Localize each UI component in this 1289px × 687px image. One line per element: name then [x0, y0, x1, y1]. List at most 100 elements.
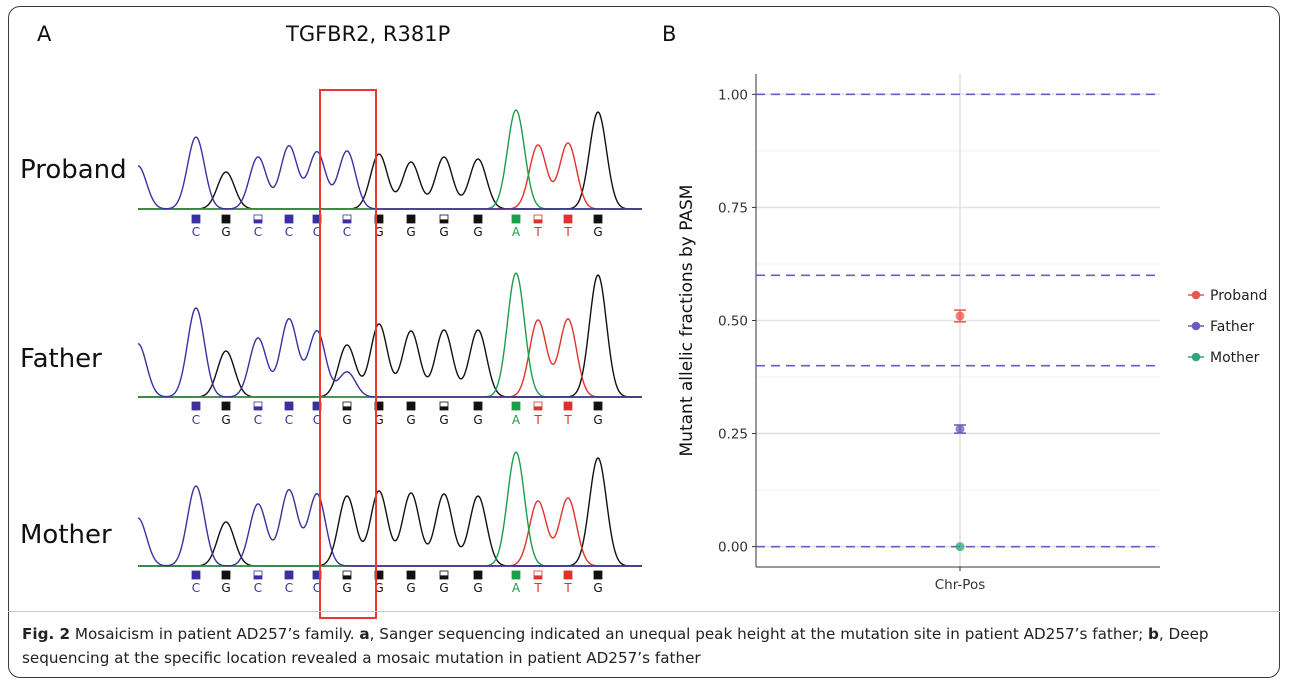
base-call: C	[285, 413, 293, 427]
quality-bar	[222, 402, 230, 410]
base-call: G	[406, 581, 415, 595]
data-point-mother	[955, 542, 965, 552]
base-call: C	[192, 413, 200, 427]
quality-bar	[512, 571, 520, 579]
base-call: T	[533, 225, 542, 239]
base-call: G	[374, 581, 383, 595]
row-label-mother: Mother	[20, 520, 112, 550]
quality-bar	[222, 215, 230, 223]
trace-C	[137, 307, 642, 398]
quality-bar	[474, 215, 482, 223]
quality-bar	[440, 219, 448, 223]
caption-divider	[8, 611, 1280, 612]
caption-ref-a: a	[359, 625, 370, 643]
base-call: C	[254, 225, 262, 239]
base-call: C	[313, 581, 321, 595]
quality-bar	[285, 215, 293, 223]
quality-bar	[407, 215, 415, 223]
base-call: C	[313, 413, 321, 427]
base-call: C	[192, 581, 200, 595]
x-tick-label: Chr-Pos	[935, 577, 986, 593]
base-call: C	[254, 413, 262, 427]
quality-bar	[534, 575, 542, 579]
base-call: G	[342, 413, 351, 427]
figure-frame	[8, 6, 1280, 678]
base-call: G	[406, 413, 415, 427]
row-label-proband: Proband	[20, 155, 127, 185]
quality-bar	[222, 571, 230, 579]
quality-bar	[313, 402, 321, 410]
base-call: C	[254, 581, 262, 595]
base-call: G	[342, 581, 351, 595]
quality-bar	[512, 215, 520, 223]
quality-bar	[313, 215, 321, 223]
y-tick-label: 0.75	[718, 200, 748, 216]
base-call: A	[512, 413, 521, 427]
legend-label: Proband	[1210, 288, 1267, 304]
legend-key-proband	[1191, 290, 1201, 300]
legend-key-mother	[1191, 352, 1201, 362]
panel-b-label: B	[662, 22, 677, 46]
base-call: T	[563, 413, 572, 427]
y-tick-label: 1.00	[718, 87, 748, 103]
quality-bar	[534, 219, 542, 223]
caption-text-3: , Deep sequencing at the specific locati…	[22, 625, 1209, 667]
quality-bar	[375, 215, 383, 223]
y-tick-label: 0.50	[718, 314, 748, 330]
y-axis-label: Mutant allelic fractions by PASM	[677, 185, 697, 457]
quality-bar	[192, 571, 200, 579]
base-call: G	[439, 225, 448, 239]
panel-a-label: A	[37, 22, 52, 46]
quality-bar	[474, 571, 482, 579]
caption-text-1: Mosaicism in patient AD257’s family.	[70, 625, 360, 643]
mutation-site-box	[319, 89, 377, 619]
quality-bar	[564, 215, 572, 223]
base-call: G	[473, 581, 482, 595]
caption-text-2: , Sanger sequencing indicated an unequal…	[369, 625, 1149, 643]
base-call: T	[563, 581, 572, 595]
quality-bar	[594, 571, 602, 579]
quality-bar	[343, 219, 351, 223]
figure-caption: Fig. 2 Mosaicism in patient AD257’s fami…	[22, 622, 1262, 670]
base-call: G	[593, 413, 602, 427]
quality-bar	[564, 571, 572, 579]
base-call: C	[192, 225, 200, 239]
base-call: G	[221, 581, 230, 595]
quality-bar	[407, 402, 415, 410]
quality-bar	[512, 402, 520, 410]
base-call: G	[221, 225, 230, 239]
quality-bar	[407, 571, 415, 579]
base-call: G	[406, 225, 415, 239]
quality-bar	[343, 575, 351, 579]
legend-key-father	[1191, 321, 1201, 331]
quality-bar	[594, 402, 602, 410]
quality-bar	[440, 575, 448, 579]
base-call: C	[313, 225, 321, 239]
base-call: C	[285, 225, 293, 239]
base-call: A	[512, 225, 521, 239]
row-label-father: Father	[20, 344, 102, 374]
quality-bar	[192, 215, 200, 223]
quality-bar	[534, 406, 542, 410]
base-call: G	[374, 225, 383, 239]
data-point-father	[955, 424, 965, 434]
quality-bar	[285, 402, 293, 410]
base-call: A	[512, 581, 521, 595]
quality-bar	[375, 402, 383, 410]
quality-bar	[254, 406, 262, 410]
base-call: G	[473, 225, 482, 239]
quality-bar	[474, 402, 482, 410]
quality-bar	[343, 406, 351, 410]
base-call: G	[593, 581, 602, 595]
quality-bar	[192, 402, 200, 410]
legend-label: Father	[1210, 319, 1254, 335]
quality-bar	[375, 571, 383, 579]
y-tick-label: 0.00	[718, 540, 748, 556]
y-tick-label: 0.25	[718, 427, 748, 443]
legend-label: Mother	[1210, 350, 1260, 366]
trace-C	[137, 485, 642, 567]
